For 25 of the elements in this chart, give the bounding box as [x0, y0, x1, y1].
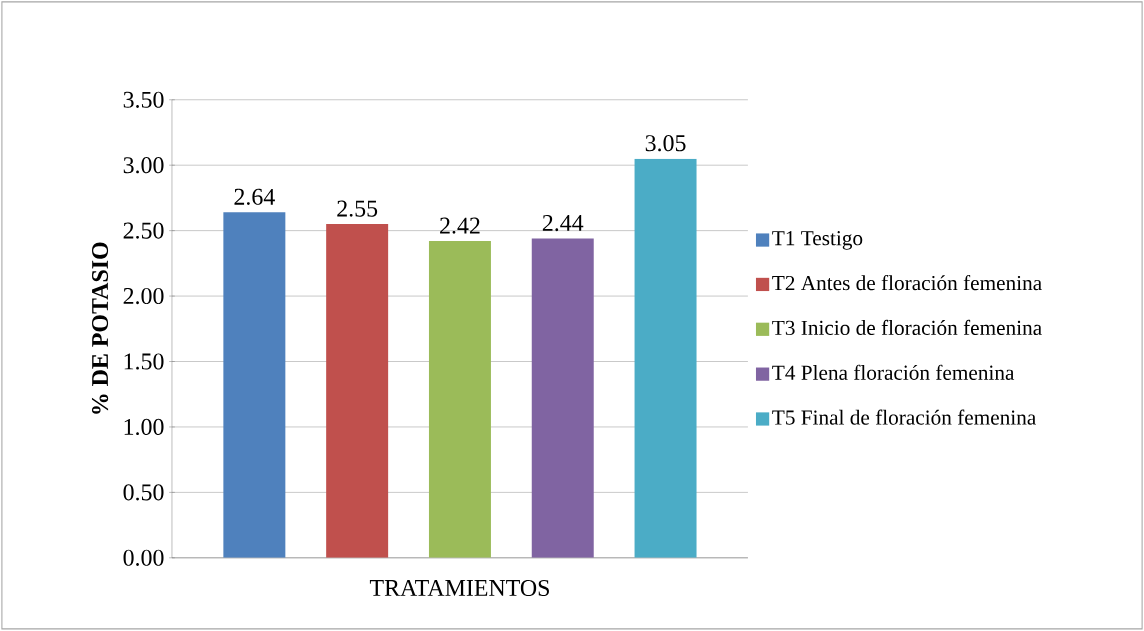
legend-label: T5 Final de floración femenina	[772, 409, 1036, 425]
legend-label: T3 Inicio de floración femenina	[772, 320, 1042, 336]
y-tick-label: 2.00	[123, 288, 164, 305]
bar	[428, 241, 491, 558]
data-label: 2.44	[542, 215, 584, 232]
y-tick-label: 0.50	[123, 484, 164, 501]
bar	[634, 158, 697, 558]
y-tick-label: 1.00	[124, 418, 164, 436]
data-label: 2.64	[234, 188, 275, 206]
x-axis-title: TRATAMIENTOS	[369, 580, 549, 597]
y-tick-label: 2.50	[123, 222, 164, 239]
data-label: 2.55	[337, 200, 378, 217]
y-tick-label: 3.50	[123, 91, 164, 108]
legend-label: T4 Plena floración femenina	[772, 364, 1015, 381]
legend-label: T2 Antes de floración femenina	[772, 275, 1042, 291]
legend-label: T1 Testigo	[772, 231, 863, 250]
y-tick-label: 0.00	[123, 549, 164, 567]
y-tick-label: 1.50	[124, 353, 164, 370]
bar	[223, 212, 286, 558]
y-axis-title: % DE POTASIO	[91, 242, 109, 414]
data-label: 2.42	[440, 217, 480, 234]
bar	[531, 238, 594, 558]
y-tick-label: 3.00	[123, 157, 164, 174]
data-label: 3.05	[645, 135, 686, 152]
bar	[326, 224, 389, 558]
